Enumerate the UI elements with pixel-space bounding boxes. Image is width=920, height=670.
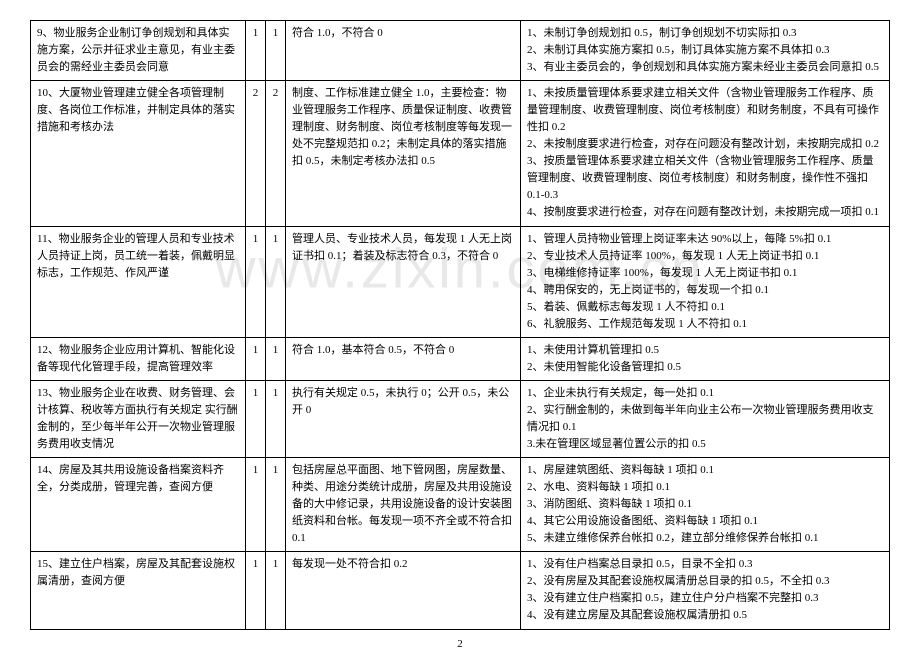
score-cell-b: 1 — [266, 337, 286, 380]
criteria-cell: 执行有关规定 0.5，未执行 0；公开 0.5，未公开 0 — [286, 380, 521, 457]
item-cell: 9、物业服务企业制订争创规划和具体实施方案，公示并征求业主意见，有业主委员会的需… — [31, 21, 246, 81]
score-cell-a: 1 — [246, 552, 266, 629]
score-cell-a: 2 — [246, 81, 266, 226]
deduction-cell: 1、未按质量管理体系要求建立相关文件（含物业管理服务工作程序、质量管理制度、收费… — [521, 81, 890, 226]
table-row: 15、建立住户档案，房屋及其配套设施权属清册，查阅方便11每发现一处不符合扣 0… — [31, 552, 890, 629]
criteria-cell: 符合 1.0，基本符合 0.5，不符合 0 — [286, 337, 521, 380]
score-cell-a: 1 — [246, 21, 266, 81]
item-cell: 12、物业服务企业应用计算机、智能化设备等现代化管理手段，提高管理效率 — [31, 337, 246, 380]
deduction-cell: 1、未使用计算机管理扣 0.52、未使用智能化设备管理扣 0.5 — [521, 337, 890, 380]
table-row: 14、房屋及其共用设施设备档案资料齐全，分类成册，管理完善，查阅方便11包括房屋… — [31, 458, 890, 552]
score-cell-a: 1 — [246, 380, 266, 457]
item-cell: 13、物业服务企业在收费、财务管理、会计核算、税收等方面执行有关规定 实行酬金制… — [31, 380, 246, 457]
criteria-cell: 包括房屋总平面图、地下管网图，房屋数量、种类、用途分类统计成册，房屋及共用设施设… — [286, 458, 521, 552]
score-cell-b: 1 — [266, 21, 286, 81]
criteria-cell: 每发现一处不符合扣 0.2 — [286, 552, 521, 629]
page-number: 2 — [30, 638, 890, 650]
criteria-cell: 符合 1.0，不符合 0 — [286, 21, 521, 81]
item-cell: 11、物业服务企业的管理人员和专业技术人员持证上岗，员工统一着装，佩戴明显标志，… — [31, 226, 246, 337]
item-cell: 10、大厦物业管理建立健全各项管理制度、各岗位工作标准，并制定具体的落实措施和考… — [31, 81, 246, 226]
table-row: 13、物业服务企业在收费、财务管理、会计核算、税收等方面执行有关规定 实行酬金制… — [31, 380, 890, 457]
score-cell-a: 1 — [246, 458, 266, 552]
deduction-cell: 1、管理人员持物业管理上岗证率未达 90%以上，每降 5%扣 0.12、专业技术… — [521, 226, 890, 337]
table-row: 9、物业服务企业制订争创规划和具体实施方案，公示并征求业主意见，有业主委员会的需… — [31, 21, 890, 81]
criteria-cell: 管理人员、专业技术人员，每发现 1 人无上岗证书扣 0.1；着装及标志符合 0.… — [286, 226, 521, 337]
deduction-cell: 1、房屋建筑图纸、资料每缺 1 项扣 0.12、水电、资料每缺 1 项扣 0.1… — [521, 458, 890, 552]
score-cell-a: 1 — [246, 226, 266, 337]
table-row: 10、大厦物业管理建立健全各项管理制度、各岗位工作标准，并制定具体的落实措施和考… — [31, 81, 890, 226]
deduction-cell: 1、未制订争创规划扣 0.5，制订争创规划不切实际扣 0.32、未制订具体实施方… — [521, 21, 890, 81]
item-cell: 14、房屋及其共用设施设备档案资料齐全，分类成册，管理完善，查阅方便 — [31, 458, 246, 552]
score-cell-b: 1 — [266, 380, 286, 457]
score-cell-b: 1 — [266, 458, 286, 552]
criteria-cell: 制度、工作标准建立健全 1.0，主要检查：物业管理服务工作程序、质量保证制度、收… — [286, 81, 521, 226]
deduction-cell: 1、没有住户档案总目录扣 0.5，目录不全扣 0.32、没有房屋及其配套设施权属… — [521, 552, 890, 629]
score-cell-b: 1 — [266, 226, 286, 337]
score-cell-b: 2 — [266, 81, 286, 226]
score-cell-b: 1 — [266, 552, 286, 629]
score-cell-a: 1 — [246, 337, 266, 380]
table-row: 12、物业服务企业应用计算机、智能化设备等现代化管理手段，提高管理效率11符合 … — [31, 337, 890, 380]
item-cell: 15、建立住户档案，房屋及其配套设施权属清册，查阅方便 — [31, 552, 246, 629]
evaluation-table: 9、物业服务企业制订争创规划和具体实施方案，公示并征求业主意见，有业主委员会的需… — [30, 20, 890, 630]
deduction-cell: 1、企业未执行有关规定，每一处扣 0.12、实行酬金制的，未做到每半年向业主公布… — [521, 380, 890, 457]
table-row: 11、物业服务企业的管理人员和专业技术人员持证上岗，员工统一着装，佩戴明显标志，… — [31, 226, 890, 337]
